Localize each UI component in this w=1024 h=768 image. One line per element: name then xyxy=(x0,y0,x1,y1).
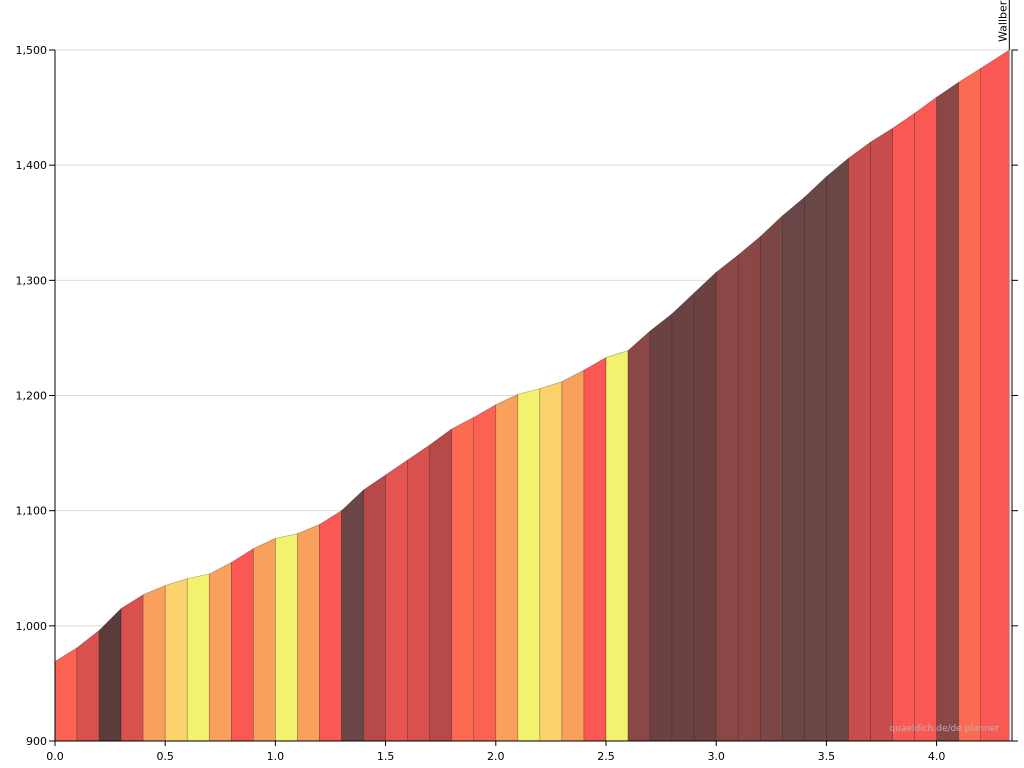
x-tick-label: 3.0 xyxy=(707,750,725,763)
profile-segment xyxy=(231,548,254,742)
profile-segment xyxy=(76,629,100,742)
profile-segment xyxy=(715,254,739,742)
y-tick-label: 900 xyxy=(26,735,47,748)
profile-segment xyxy=(429,428,453,742)
profile-segment xyxy=(759,215,783,742)
y-tick-label: 1,100 xyxy=(16,505,48,518)
profile-segment xyxy=(539,381,563,742)
y-tick-label: 1,300 xyxy=(16,274,48,287)
profile-segment xyxy=(98,607,122,742)
watermark-text: quaeldich.de/de planner xyxy=(890,724,1000,734)
y-tick-label: 1,500 xyxy=(16,44,48,57)
profile-segment xyxy=(627,330,651,742)
profile-segment xyxy=(649,313,673,742)
profile-segment xyxy=(451,416,475,742)
profile-segment xyxy=(826,157,849,742)
profile-segment xyxy=(407,444,430,742)
profile-segment xyxy=(583,356,607,742)
x-tick-label: 1.0 xyxy=(267,750,285,763)
profile-segment xyxy=(341,489,364,742)
profile-segment xyxy=(363,474,386,742)
profile-segment xyxy=(385,459,408,742)
profile-segment xyxy=(319,510,342,742)
profile-segment xyxy=(671,292,695,742)
profile-segment xyxy=(980,49,1010,742)
profile-segment xyxy=(253,537,276,742)
y-tick-label: 1,400 xyxy=(16,159,48,172)
profile-segment xyxy=(693,271,717,742)
profile-segment xyxy=(495,393,519,742)
profile-segment xyxy=(804,175,827,742)
profile-segment xyxy=(120,594,144,742)
profile-segment xyxy=(958,67,981,742)
profile-segment xyxy=(914,96,937,742)
profile-segment xyxy=(54,647,78,742)
profile-segment xyxy=(936,81,959,742)
profile-segment xyxy=(473,404,497,742)
profile-segment xyxy=(605,350,629,742)
x-tick-label: 2.0 xyxy=(487,750,505,763)
summit-label: Wallber xyxy=(996,0,1009,42)
profile-segment xyxy=(275,533,298,742)
x-tick-label: 0.0 xyxy=(46,750,64,763)
profile-segment xyxy=(208,561,232,742)
profile-segment xyxy=(517,388,541,742)
x-tick-label: 3.5 xyxy=(818,750,836,763)
x-tick-label: 4.0 xyxy=(928,750,946,763)
profile-segment xyxy=(164,578,188,742)
x-tick-label: 1.5 xyxy=(377,750,395,763)
profile-segment xyxy=(848,141,871,742)
axes: 900 1,000 1,100 1,200 1,300 1,400 1,500 0.0 0.5 1… xyxy=(16,0,1018,763)
profile-segment xyxy=(297,524,320,742)
profile-segment xyxy=(561,369,585,742)
x-tick-label: 2.5 xyxy=(597,750,615,763)
profile-segment xyxy=(870,127,893,742)
profile-segment xyxy=(186,573,210,742)
x-tick-label: 0.5 xyxy=(156,750,174,763)
y-tick-label: 1,000 xyxy=(16,620,48,633)
profile-segment xyxy=(142,585,166,742)
profile-segment xyxy=(737,235,761,742)
y-tick-label: 1,200 xyxy=(16,390,48,403)
profile-segment xyxy=(782,196,805,742)
elevation-area xyxy=(54,49,1010,742)
profile-segment xyxy=(892,112,915,742)
